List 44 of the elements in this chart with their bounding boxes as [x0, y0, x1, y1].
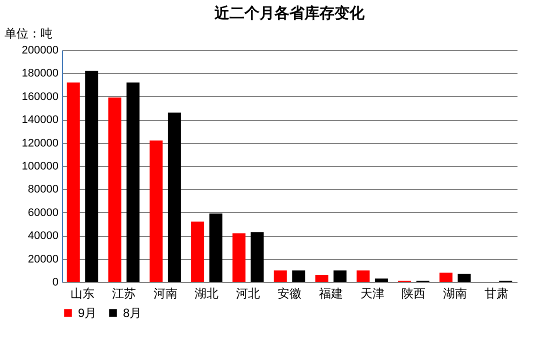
legend-label: 8月	[123, 306, 142, 320]
x-tick-label: 河南	[153, 286, 178, 300]
x-tick-label: 山东	[70, 286, 94, 300]
x-tick-label: 湖北	[194, 286, 219, 300]
bar	[191, 222, 204, 282]
x-tick-label: 河北	[236, 286, 260, 300]
x-tick-label: 陕西	[402, 286, 426, 300]
bar	[150, 140, 163, 282]
bar	[356, 270, 370, 282]
y-tick-label: 40000	[28, 230, 58, 242]
bar	[209, 214, 222, 282]
y-tick-label: 200000	[22, 44, 58, 56]
y-tick-label: 120000	[22, 137, 58, 150]
y-tick-label: 80000	[28, 184, 58, 196]
chart-title: 近二个月各省库存变化	[214, 4, 366, 22]
bar	[439, 272, 452, 282]
x-tick-label: 江苏	[112, 286, 136, 300]
y-tick-label: 140000	[22, 114, 58, 126]
y-tick-label: 20000	[28, 253, 58, 266]
bar	[250, 232, 264, 282]
bar	[85, 70, 98, 282]
bar	[168, 112, 181, 282]
x-tick-label: 湖南	[443, 286, 468, 300]
bar	[458, 274, 471, 282]
bar	[334, 270, 347, 282]
x-tick-label: 甘肃	[484, 286, 509, 300]
legend-label: 9月	[78, 306, 97, 320]
y-tick-label: 60000	[28, 206, 58, 219]
x-tick-label: 福建	[318, 286, 343, 300]
bar	[374, 278, 388, 282]
bar	[292, 270, 306, 282]
y-tick-label: 180000	[22, 68, 58, 80]
bar	[66, 82, 80, 282]
y-axis-title: 单位：吨	[4, 26, 52, 40]
y-tick-label: 0	[52, 276, 58, 288]
bar	[126, 82, 140, 282]
y-tick-label: 100000	[22, 160, 58, 172]
bar	[108, 98, 122, 282]
x-tick-label: 安徽	[278, 286, 302, 300]
bar	[274, 270, 287, 282]
bar	[315, 275, 328, 282]
y-tick-label: 160000	[22, 90, 58, 103]
x-tick-label: 天津	[360, 286, 384, 300]
bar	[232, 233, 246, 282]
